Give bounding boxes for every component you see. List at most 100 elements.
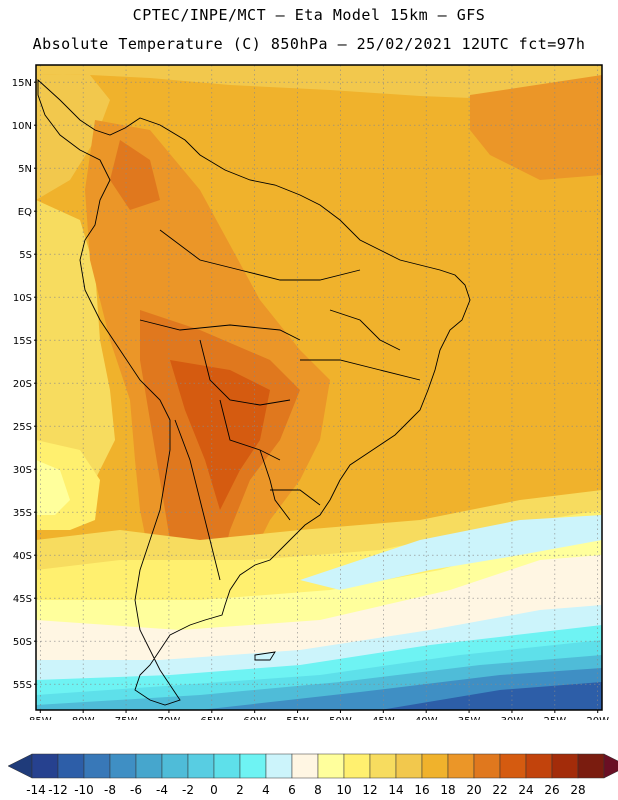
colorbar-swatch	[577, 753, 605, 779]
lat-tick-label: 10N	[12, 121, 32, 132]
colorbar-swatch	[291, 753, 319, 779]
colorbar-label: -14	[26, 783, 46, 797]
colorbar-label: 22	[492, 783, 507, 797]
colorbar-label: -12	[48, 783, 68, 797]
lon-tick-label: 60W	[243, 716, 266, 720]
colorbar-label: 16	[414, 783, 429, 797]
field-band-4-6-cutoff	[300, 515, 602, 590]
colorbar-over-arrow	[603, 753, 618, 779]
map-title-source: CPTEC/INPE/MCT – Eta Model 15km – GFS	[132, 6, 486, 24]
lon-tick-label: 40W	[415, 716, 438, 720]
colorbar-label: -6	[130, 783, 142, 797]
lat-tick-label: EQ	[18, 207, 32, 218]
lat-tick-label: 5S	[19, 250, 32, 261]
lon-tick-label: 80W	[72, 716, 95, 720]
colorbar-label: 24	[518, 783, 533, 797]
lon-tick-label: 55W	[286, 716, 309, 720]
colorbar-swatch	[109, 753, 137, 779]
colorbar-swatch	[551, 753, 579, 779]
colorbar-label: 4	[262, 783, 270, 797]
colorbar-swatches	[7, 753, 618, 779]
lon-tick-label: 20W	[586, 716, 609, 720]
border-line	[159, 229, 361, 281]
lat-tick-label: 55S	[13, 680, 32, 691]
lon-tick-label: 85W	[29, 716, 52, 720]
colorbar-swatch	[473, 753, 501, 779]
colorbar-label: 8	[314, 783, 322, 797]
colorbar-swatch	[187, 753, 215, 779]
lat-tick-label: 30S	[13, 465, 32, 476]
temperature-field	[36, 65, 602, 710]
lon-tick-label: 45W	[372, 716, 395, 720]
colorbar-swatch	[421, 753, 449, 779]
border-line	[270, 489, 321, 506]
colorbar-swatch	[343, 753, 371, 779]
map-frame	[35, 64, 603, 711]
colorbar-label: 10	[336, 783, 351, 797]
lat-tick-label: 15S	[13, 336, 32, 347]
temperature-map: 15N 10N 5N EQ 5S 10S 15S 20S 25S 30S 35S 40S 45S 50S 5…	[12, 64, 609, 720]
latitude-labels: 15N 10N 5N EQ 5S 10S 15S 20S 25S 30S 35S 40S 45S 50S 5…	[12, 78, 36, 691]
field-band-22-24-chaco	[170, 360, 270, 510]
colorbar-labels: -14 -12 -10 -8 -6 -4 -2 0 2 4 6 8 10 12 14 16 18 20 22 24 26…	[26, 783, 585, 797]
colorbar-label: -8	[104, 783, 116, 797]
lat-tick-label: 25S	[13, 422, 32, 433]
border-line	[139, 319, 301, 341]
coastlines-and-borders	[37, 78, 471, 706]
field-band-18-20-northeast	[470, 75, 602, 180]
colorbar-under-arrow	[7, 753, 33, 779]
map-title-variable: Absolute Temperature (C) 850hPa – 25/02/…	[32, 35, 586, 53]
colorbar-label: 20	[466, 783, 481, 797]
colorbar-label: 6	[288, 783, 296, 797]
colorbar-label: 2	[236, 783, 244, 797]
field-band-14-16-pacific	[36, 74, 110, 200]
border-line	[219, 399, 281, 461]
colorbar-swatch	[265, 753, 293, 779]
colorbar-label: -2	[182, 783, 194, 797]
border-line	[300, 359, 421, 381]
colorbar-swatch	[317, 753, 345, 779]
continent-outline	[37, 78, 471, 706]
lat-tick-label: 50S	[13, 637, 32, 648]
lon-tick-label: 30W	[501, 716, 524, 720]
field-band-14-16-north	[36, 65, 602, 102]
longitude-labels: 85W 80W 75W 70W 65W 60W 55W 50W 45W 40W 35W 30W 25W 2…	[29, 710, 609, 720]
lon-tick-label: 35W	[458, 716, 481, 720]
colorbar-swatch	[31, 753, 59, 779]
border-line	[199, 339, 291, 406]
colorbar-swatch	[57, 753, 85, 779]
lon-tick-label: 50W	[329, 716, 352, 720]
colorbar-swatch	[395, 753, 423, 779]
colorbar-swatch	[83, 753, 111, 779]
falkland-islands	[254, 651, 276, 661]
colorbar-swatch	[239, 753, 267, 779]
field-band-m12-m10-south	[380, 682, 602, 710]
lat-tick-label: 35S	[13, 508, 32, 519]
lat-tick-label: 15N	[12, 78, 32, 89]
colorbar-swatch	[161, 753, 189, 779]
lon-tick-label: 65W	[200, 716, 223, 720]
lat-tick-label: 20S	[13, 379, 32, 390]
colorbar-label: 18	[440, 783, 455, 797]
lon-tick-label: 25W	[544, 716, 567, 720]
colorbar-label: 26	[544, 783, 559, 797]
lon-tick-label: 75W	[115, 716, 138, 720]
colorbar-swatch	[369, 753, 397, 779]
lon-tick-label: 70W	[158, 716, 181, 720]
field-band-12-14-pacific	[36, 200, 115, 490]
colorbar-label: 14	[388, 783, 403, 797]
colorbar-label: 0	[210, 783, 218, 797]
colorbar-label: -4	[156, 783, 168, 797]
colorbar-swatch	[213, 753, 241, 779]
colorbar-label: 28	[570, 783, 585, 797]
field-band-20-22-north	[110, 140, 160, 210]
colorbar-label: -10	[74, 783, 94, 797]
lat-tick-label: 40S	[13, 551, 32, 562]
colorbar-swatch	[499, 753, 527, 779]
lat-tick-label: 10S	[13, 293, 32, 304]
lat-tick-label: 45S	[13, 594, 32, 605]
colorbar: -14 -12 -10 -8 -6 -4 -2 0 2 4 6 8 10 12 14 16 18 20 22 24 26…	[7, 753, 618, 797]
colorbar-swatch	[525, 753, 553, 779]
colorbar-swatch	[135, 753, 163, 779]
field-band-8-10-pacific	[36, 460, 70, 515]
